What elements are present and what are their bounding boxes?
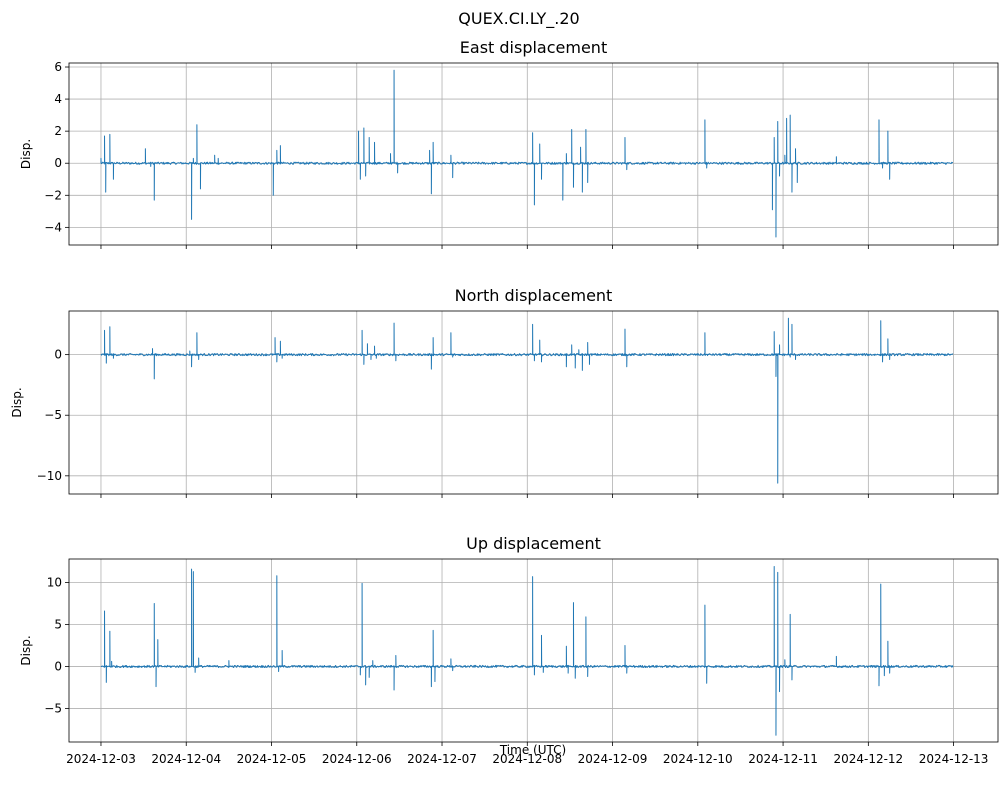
- series-line: [100, 69, 953, 238]
- y-tick-label: −5: [44, 701, 62, 715]
- x-tick-label: 2024-12-05: [237, 752, 307, 766]
- x-tick-label: 2024-12-03: [66, 752, 136, 766]
- subplot-panels: East displacement Disp. −4 −2 0 2 4 6 North disp…: [10, 38, 999, 766]
- y-tick-label: −5: [44, 408, 62, 422]
- y-tick-label: 10: [47, 576, 62, 590]
- subplot-title: East displacement: [460, 38, 607, 57]
- axes-frame: [68, 62, 999, 246]
- x-tick-label: 2024-12-08: [492, 752, 562, 766]
- subplot-2: Up displacement Disp. 2024-12-03 2024-12-04…: [19, 534, 999, 766]
- axes-frame: [68, 558, 999, 743]
- series-line: [100, 566, 954, 736]
- y-tick-label: −4: [44, 220, 62, 234]
- subplot-title: North displacement: [455, 286, 613, 305]
- figure-title: QUEX.CI.LY_.20: [458, 9, 579, 29]
- y-tick-label: 2: [54, 124, 62, 138]
- y-tick-label: 0: [54, 659, 62, 673]
- subplot-1: North displacement Disp. −10 −5 0: [10, 286, 999, 498]
- y-tick-label: 4: [54, 92, 62, 106]
- x-tick-label: 2024-12-12: [833, 752, 903, 766]
- y-axis-label: Disp.: [10, 387, 24, 417]
- axes-frame: [68, 310, 999, 495]
- x-tick-label: 2024-12-11: [748, 752, 818, 766]
- x-tick-label: 2024-12-09: [578, 752, 648, 766]
- subplot-0: East displacement Disp. −4 −2 0 2 4 6: [19, 38, 999, 249]
- x-tick-label: 2024-12-10: [663, 752, 733, 766]
- y-tick-label: 0: [54, 156, 62, 170]
- y-axis-label: Disp.: [19, 139, 33, 169]
- x-tick-label: 2024-12-13: [919, 752, 989, 766]
- y-axis-label: Disp.: [19, 635, 33, 665]
- x-tick-label: 2024-12-04: [151, 752, 221, 766]
- y-tick-label: 0: [54, 348, 62, 362]
- x-tick-label: 2024-12-06: [322, 752, 392, 766]
- y-tick-label: −10: [37, 469, 62, 483]
- x-tick-label: 2024-12-07: [407, 752, 477, 766]
- y-tick-label: 6: [54, 60, 62, 74]
- subplot-title: Up displacement: [466, 534, 601, 553]
- x-axis-label: Time (UTC): [499, 743, 566, 757]
- y-tick-label: 5: [54, 617, 62, 631]
- y-tick-label: −2: [44, 188, 62, 202]
- series-line: [100, 317, 954, 484]
